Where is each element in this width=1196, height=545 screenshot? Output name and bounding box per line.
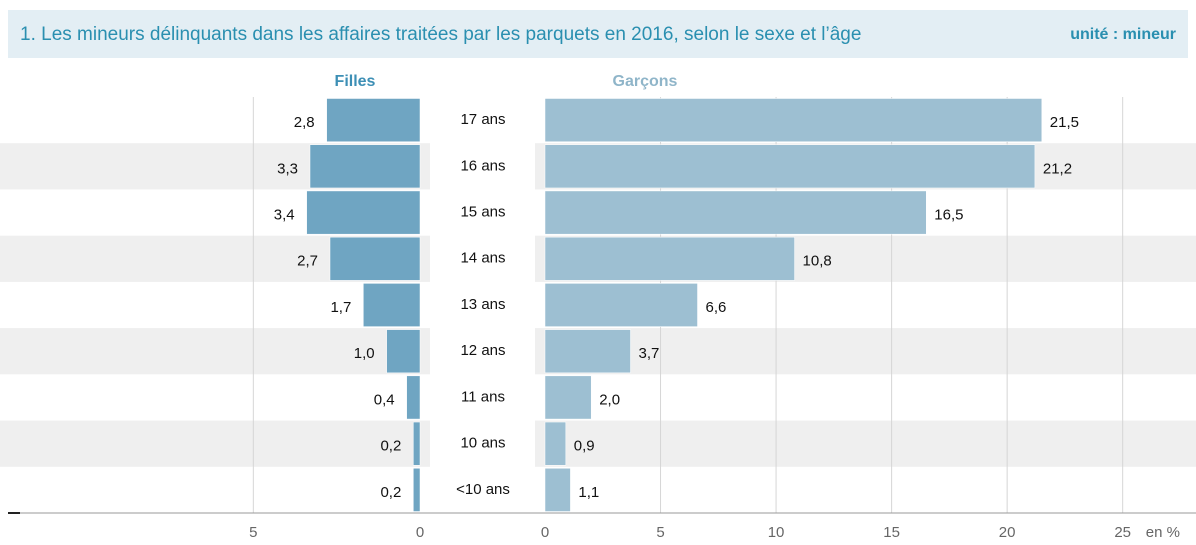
row-band xyxy=(0,420,1196,467)
bar xyxy=(363,283,421,327)
category-label: 10 ans xyxy=(460,435,505,452)
bar xyxy=(329,236,421,281)
bar xyxy=(544,329,631,374)
value-label: 0,9 xyxy=(574,438,595,455)
x-tick-label: 5 xyxy=(249,524,257,541)
bar xyxy=(544,283,698,327)
x-tick-label: 0 xyxy=(416,524,424,541)
bar xyxy=(309,144,421,189)
value-label: 3,7 xyxy=(638,345,659,362)
title-bar xyxy=(8,10,1188,58)
value-label: 0,4 xyxy=(374,391,395,408)
bar xyxy=(544,144,1036,189)
value-label: 6,6 xyxy=(706,299,727,316)
bar xyxy=(413,468,421,512)
chart-title: 1. Les mineurs délinquants dans les affa… xyxy=(20,24,861,45)
bar xyxy=(544,375,592,420)
bar xyxy=(406,375,421,420)
bar xyxy=(544,236,795,281)
category-label: 11 ans xyxy=(461,388,505,405)
value-label: 16,5 xyxy=(934,207,963,224)
x-tick-label: 0 xyxy=(541,524,549,541)
x-tick-label: 10 xyxy=(768,524,785,541)
value-label: 0,2 xyxy=(380,438,401,455)
category-label: 16 ans xyxy=(460,157,505,174)
value-label: 1,0 xyxy=(354,345,375,362)
bar xyxy=(544,190,927,235)
legend-label: Filles xyxy=(335,73,376,90)
value-label: 2,0 xyxy=(599,391,620,408)
category-label: 13 ans xyxy=(460,296,505,313)
legend-label: Garçons xyxy=(613,73,678,90)
category-label: 15 ans xyxy=(460,204,505,221)
value-label: 2,8 xyxy=(294,114,315,131)
bar xyxy=(306,190,421,235)
category-label: 12 ans xyxy=(460,342,505,359)
x-tick-label: 5 xyxy=(656,524,664,541)
value-label: 21,2 xyxy=(1043,160,1072,177)
category-label: 14 ans xyxy=(460,250,505,267)
category-label: 17 ans xyxy=(460,111,505,128)
category-label: <10 ans xyxy=(456,481,510,498)
bar xyxy=(326,98,421,142)
unit-label: unité : mineur xyxy=(1070,26,1176,43)
bar xyxy=(544,421,567,466)
x-tick-label: 15 xyxy=(883,524,900,541)
value-label: 21,5 xyxy=(1050,114,1079,131)
bar xyxy=(544,468,571,512)
x-tick-label: 20 xyxy=(999,524,1016,541)
x-unit: en % xyxy=(1146,524,1180,541)
value-label: 1,7 xyxy=(330,299,351,316)
value-label: 10,8 xyxy=(803,253,832,270)
value-label: 0,2 xyxy=(380,484,401,501)
value-label: 2,7 xyxy=(297,253,318,270)
value-label: 1,1 xyxy=(578,484,599,501)
bar xyxy=(544,98,1043,142)
x-tick-label: 25 xyxy=(1114,524,1131,541)
value-label: 3,4 xyxy=(274,207,295,224)
bar xyxy=(386,329,421,374)
bar xyxy=(413,421,421,466)
center-column xyxy=(430,97,535,513)
value-label: 3,3 xyxy=(277,160,298,177)
